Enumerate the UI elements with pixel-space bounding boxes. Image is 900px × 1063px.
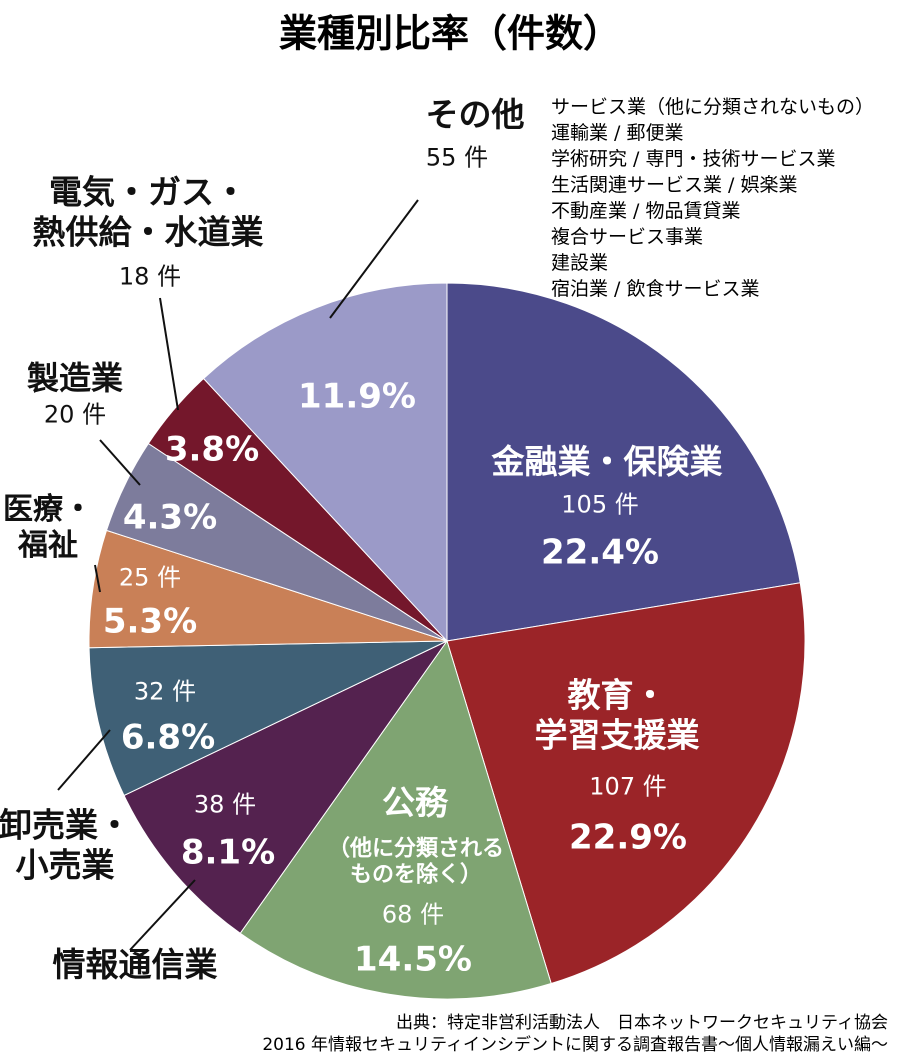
category-label: 卸売業・ 小売業 [0, 805, 131, 884]
value-label: 14.5% [354, 939, 472, 980]
pie-slice [123, 639, 449, 934]
category-label: 電気・ガス・ 熱供給・水道業 [32, 172, 264, 251]
category-label: その他 [425, 95, 525, 135]
breakdown-item: 建設業 [551, 252, 609, 274]
value-label: 4.3% [122, 497, 218, 538]
leader-line [329, 199, 419, 319]
value-label: 8.1% [180, 832, 276, 873]
value-label: 11.9% [298, 376, 416, 417]
count-label: 25 件 [118, 563, 182, 592]
leader-line [94, 564, 101, 593]
category-label: 医療・ 福祉 [3, 492, 93, 563]
category-label: 教育・ 学習支援業 [534, 675, 700, 754]
category-label: 情報通信業 [52, 945, 218, 985]
value-label: 5.3% [102, 601, 198, 642]
source: 出典：特定非営利活動法人 日本ネットワークセキュリティ協会 2016 年情報セキ… [262, 1013, 888, 1056]
leader-line [57, 729, 111, 791]
value-label: 3.8% [164, 429, 260, 470]
category-label: 製造業 [26, 358, 124, 397]
pie-slice [446, 582, 806, 985]
value-label: 22.9% [569, 817, 687, 858]
pie-slice [446, 282, 801, 642]
pie-slice [88, 640, 448, 797]
value-label: 6.8% [120, 717, 216, 758]
category-label: 公務 [382, 783, 448, 823]
leader-line [99, 439, 141, 486]
chart-title: 業種別比率（件数） [278, 11, 622, 56]
count-label: 32 件 [133, 677, 197, 706]
breakdown-item: サービス業（他に分類されないもの） [551, 96, 875, 118]
pie-slice [202, 282, 448, 643]
count-label: 68 件 [381, 900, 445, 929]
other-breakdown: サービス業（他に分類されないもの） 運輸業 / 郵便業学術研究 / 専門・技術サー… [551, 94, 874, 302]
count-label: 38 件 [193, 790, 257, 819]
value-label: 22.4% [541, 532, 659, 573]
pie-slice [239, 639, 552, 1000]
breakdown-item: 運輸業 / 郵便業 [551, 122, 684, 144]
leader-line [129, 879, 196, 951]
breakdown-item: 複合サービス事業 [551, 226, 704, 248]
breakdown-item: 不動産業 / 物品賃貸業 [551, 200, 741, 222]
count-label: 107 件 [589, 772, 667, 801]
category-label: 金融業・保険業 [491, 442, 723, 482]
count-label: 20 件 [43, 400, 107, 429]
breakdown-item: 宿泊業 / 飲食サービス業 [551, 278, 760, 300]
note: （他に分類される ものを除く） [327, 836, 505, 888]
count-label: 55 件 [425, 143, 489, 172]
count-label: 105 件 [561, 490, 639, 519]
breakdown-item: 学術研究 / 専門・技術サービス業 [551, 148, 836, 170]
breakdown-item: 生活関連サービス業 / 娯楽業 [551, 174, 798, 196]
leader-line [159, 297, 179, 411]
count-label: 18 件 [118, 262, 182, 291]
